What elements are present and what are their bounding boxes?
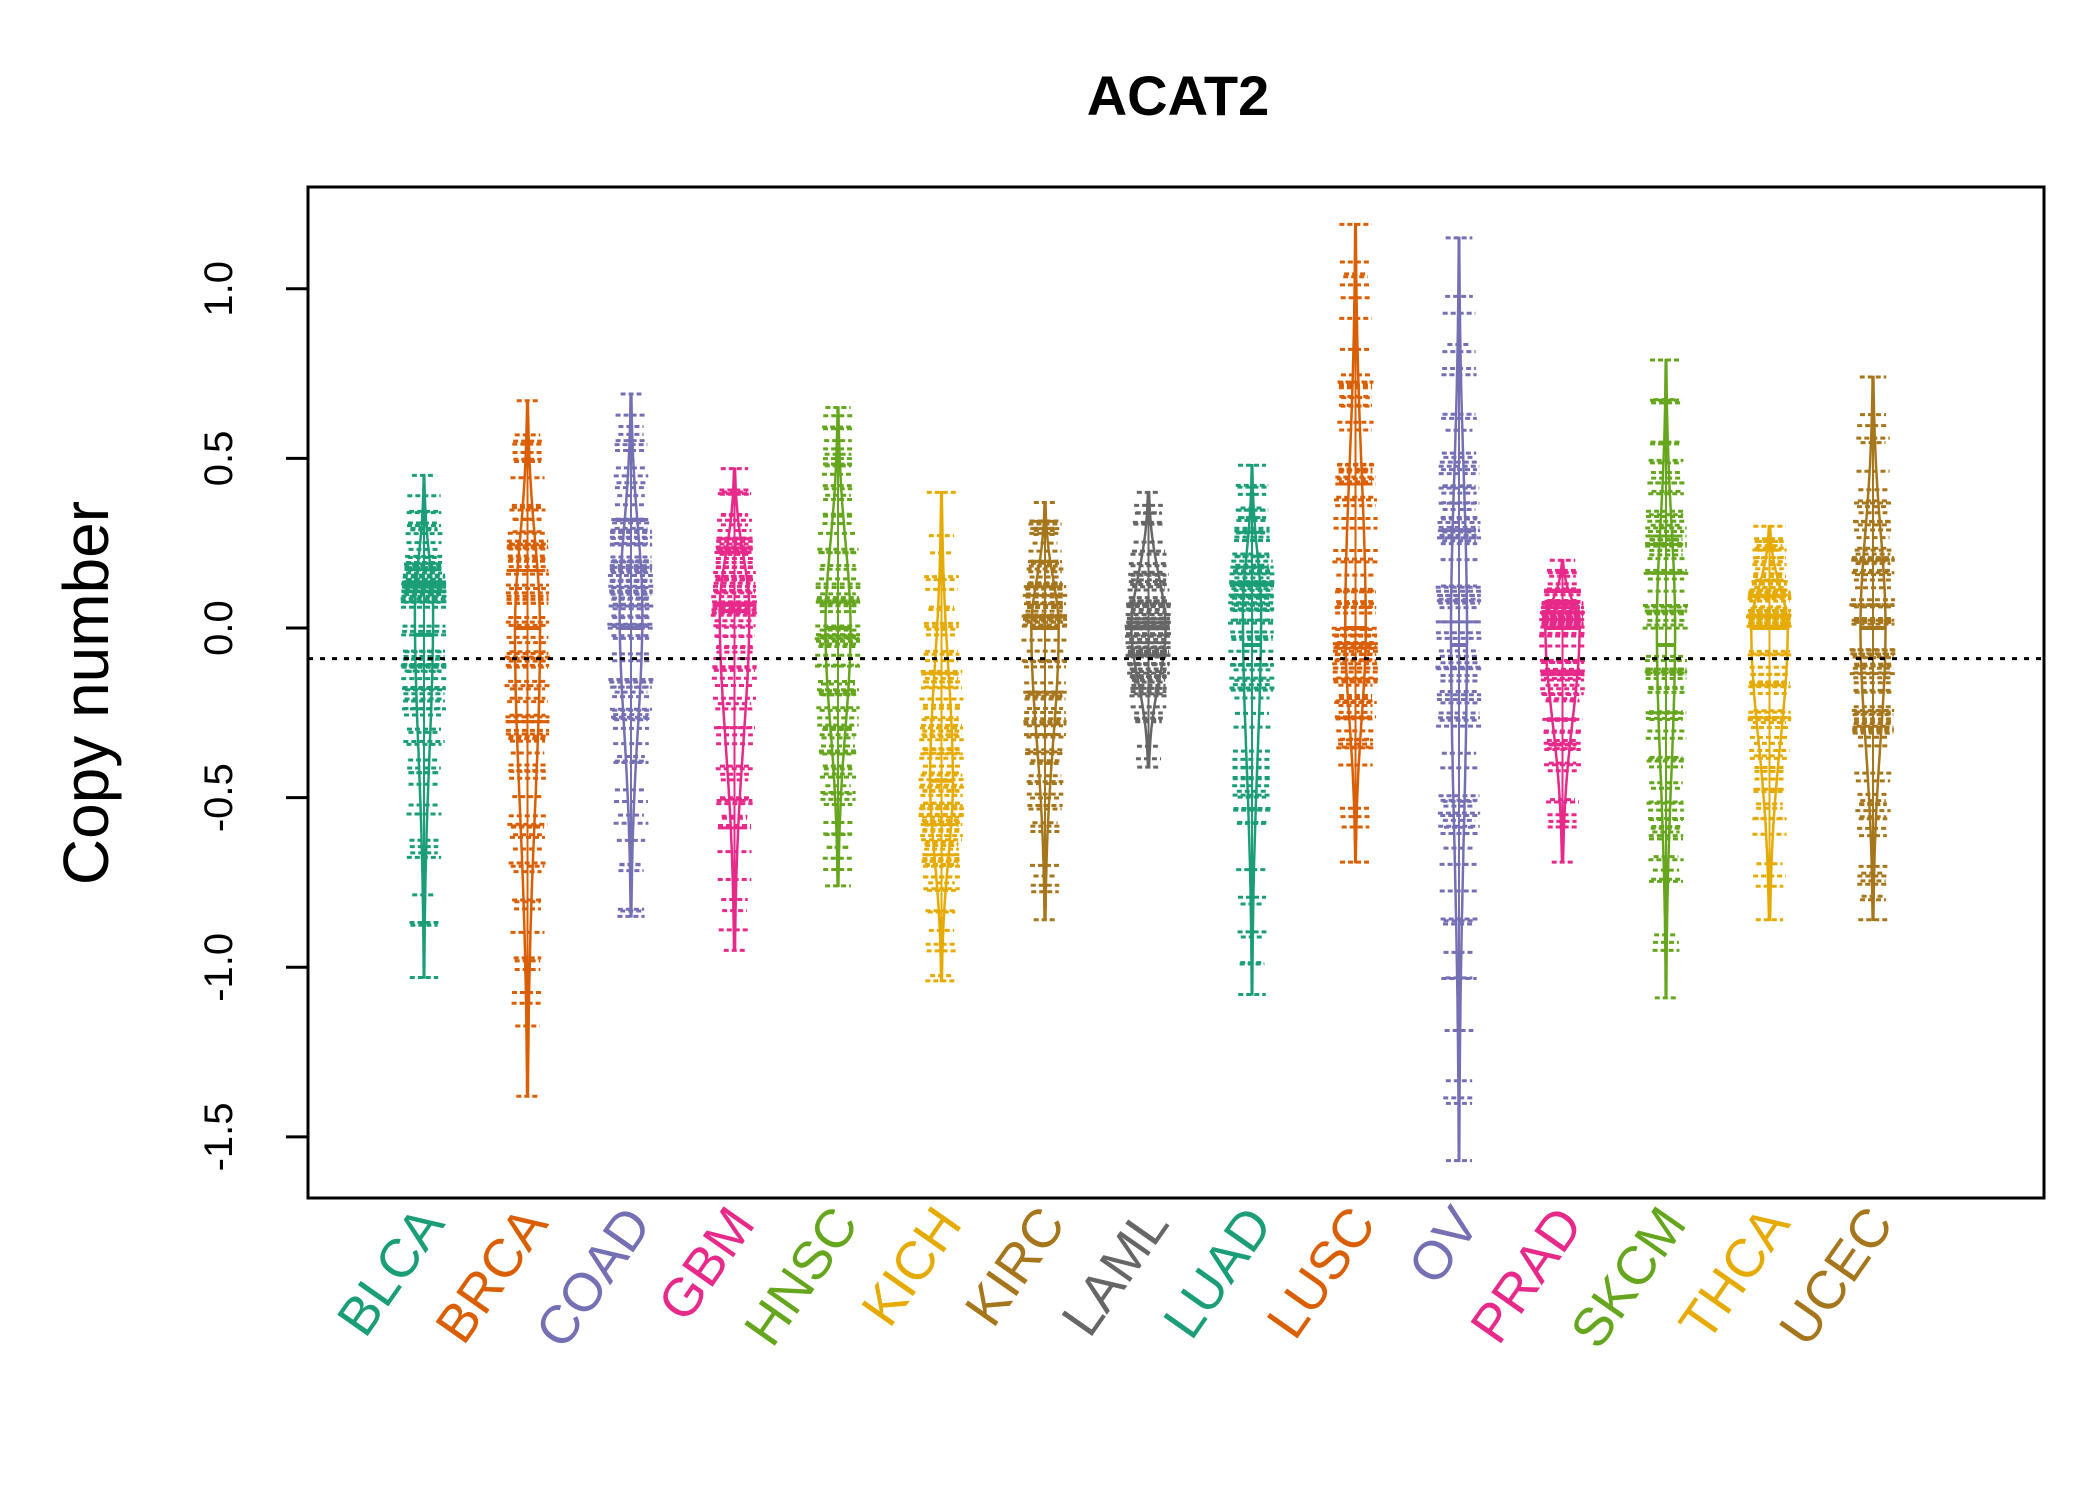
bean-thca [1745,524,1794,922]
y-tick-label: -1.5 [197,1102,241,1171]
bean-laml [1124,490,1173,769]
bean-luad [1228,463,1276,996]
bean-blca [400,473,448,979]
x-tick-label-ucec: UCEC [1768,1196,1905,1356]
bean-hnsc [814,406,862,888]
x-tick-label-coad: COAD [524,1196,663,1358]
bean-ov [1435,236,1483,1163]
y-axis: -1.5 -1.0 -0.5 0.0 0.5 1.0 [197,261,310,1171]
x-tick-label-luad: LUAD [1152,1196,1284,1348]
x-tick-label-kich: KICH [850,1196,973,1336]
bean-ucec [1849,375,1897,922]
y-tick-label: -0.5 [197,763,241,832]
y-tick-label: 0.0 [197,600,241,656]
y-tick-label: 1.0 [197,261,241,317]
beans-layer [400,222,1897,1163]
bean-prad [1539,558,1586,864]
bean-outline [1655,358,1677,1000]
y-tick-label: 0.5 [197,431,241,487]
bean-kich [918,490,965,983]
bean-lusc [1331,222,1380,864]
bean-skcm [1642,358,1690,1000]
x-tick-label-hnsc: HNSC [733,1196,870,1356]
chart-title: ACAT2 [1087,64,1270,127]
y-axis-label: Copy number [50,501,122,885]
x-tick-label-skcm: SKCM [1559,1196,1698,1358]
x-tick-label-lusc: LUSC [1256,1196,1388,1348]
bean-brca [504,399,551,1098]
y-tick-label: -1.0 [197,933,241,1002]
bean-gbm [710,467,759,952]
x-tick-label-laml: LAML [1050,1196,1180,1346]
x-tick-label-ov: OV [1397,1196,1491,1294]
bean-kirc [1021,501,1069,922]
bean-coad [607,392,655,918]
